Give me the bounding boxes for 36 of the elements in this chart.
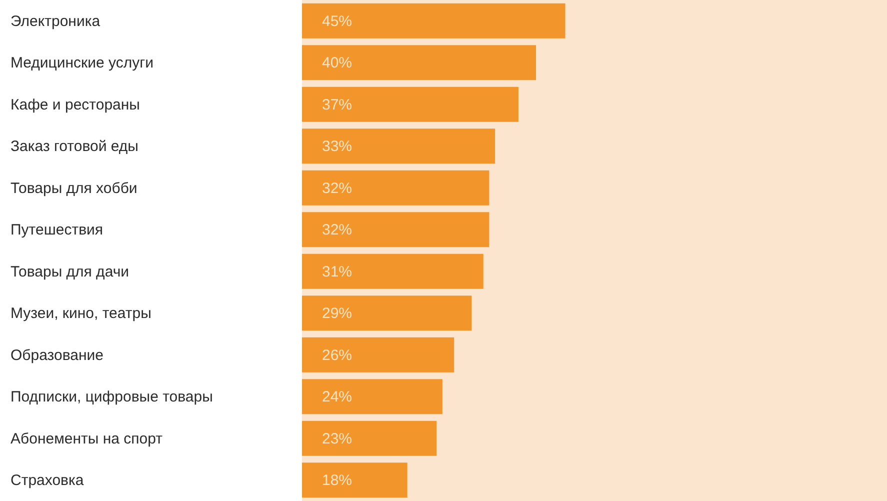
bar xyxy=(302,45,536,80)
bar xyxy=(302,128,496,164)
data-label: 40% xyxy=(322,54,352,72)
bar xyxy=(302,420,437,456)
bar xyxy=(302,379,442,414)
y-tick-label: Товары для хобби xyxy=(10,180,138,197)
y-tick-label: Музеи, кино, театры xyxy=(10,305,152,322)
bar xyxy=(302,462,408,498)
data-label: 23% xyxy=(322,430,352,448)
y-tick-label: Кафе и рестораны xyxy=(10,96,140,114)
data-label: 18% xyxy=(322,472,352,490)
bar xyxy=(302,337,454,372)
y-tick-label: Медицинские услуги xyxy=(10,54,154,72)
bar xyxy=(302,3,566,38)
bar xyxy=(302,254,484,289)
y-tick-label: Товары для дачи xyxy=(10,263,130,280)
y-tick-label: Электроника xyxy=(10,12,101,30)
data-label: 33% xyxy=(322,138,352,156)
data-label: 32% xyxy=(322,180,352,197)
data-label: 29% xyxy=(322,305,352,322)
data-label: 24% xyxy=(322,388,352,406)
y-tick-label: Образование xyxy=(10,346,104,364)
data-label: 37% xyxy=(322,96,352,114)
data-label: 31% xyxy=(322,263,352,280)
bar xyxy=(302,212,490,248)
bar xyxy=(302,170,490,206)
data-label: 26% xyxy=(322,346,352,364)
y-tick-label: Страховка xyxy=(10,472,84,490)
y-tick-label: Подписки, цифровые товары xyxy=(10,388,213,406)
bar xyxy=(302,296,472,331)
data-label: 32% xyxy=(322,222,352,239)
y-tick-label: Путешествия xyxy=(10,222,104,239)
data-label: 45% xyxy=(322,12,352,30)
y-tick-label: Заказ готовой еды xyxy=(10,138,138,156)
bar xyxy=(302,86,518,122)
y-tick-label: Абонементы на спорт xyxy=(10,430,163,448)
